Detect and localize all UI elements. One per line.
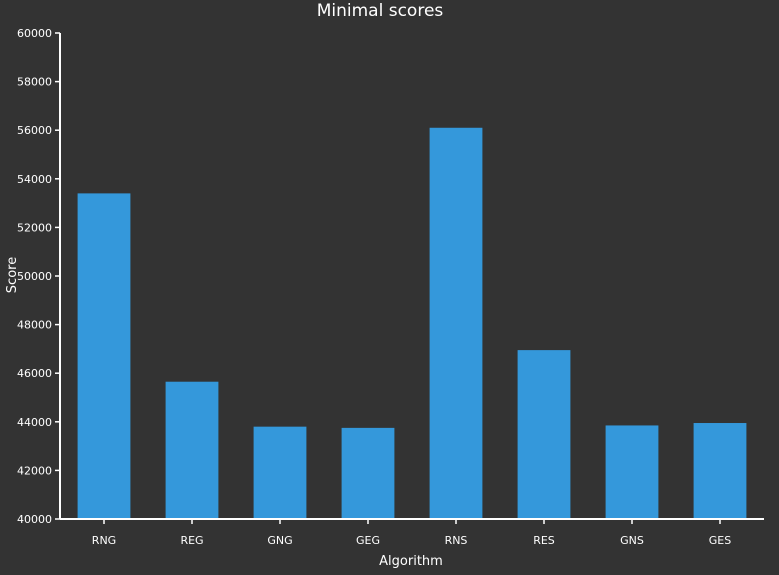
bar-ges — [693, 423, 747, 519]
x-tick-label: GEG — [356, 534, 380, 547]
bar-gng — [253, 426, 307, 519]
x-tick-label: RES — [533, 534, 555, 547]
bar-rng — [77, 193, 131, 519]
y-tick-label: 56000 — [17, 124, 52, 137]
bar-rns — [429, 127, 483, 520]
bar-gns — [605, 425, 659, 519]
bar-geg — [341, 427, 395, 519]
y-tick-label: 40000 — [17, 513, 52, 526]
chart-title: Minimal scores — [317, 1, 444, 21]
x-tick-label: GNG — [267, 534, 292, 547]
bar-reg — [165, 381, 219, 519]
y-tick-label: 48000 — [17, 319, 52, 332]
x-tick-label: REG — [180, 534, 203, 547]
y-tick-label: 58000 — [17, 76, 52, 89]
bar-res — [517, 350, 571, 519]
x-axis-ticks: RNG REG GNG GEG RNS RES GNS GES — [92, 519, 731, 547]
bars — [77, 127, 747, 520]
y-tick-label: 42000 — [17, 464, 52, 477]
y-tick-label: 60000 — [17, 27, 52, 40]
y-axis-ticks: 40000 42000 44000 46000 48000 50000 52000 54000… — [17, 27, 60, 526]
y-tick-label: 54000 — [17, 173, 52, 186]
y-axis-label: Score — [5, 257, 20, 293]
y-tick-label: 52000 — [17, 221, 52, 234]
x-tick-label: GES — [709, 534, 731, 547]
x-axis-label: Algorithm — [379, 554, 443, 569]
y-tick-label: 50000 — [17, 270, 52, 283]
x-tick-label: RNS — [445, 534, 468, 547]
y-tick-label: 44000 — [17, 416, 52, 429]
x-tick-label: RNG — [92, 534, 116, 547]
x-tick-label: GNS — [620, 534, 644, 547]
y-tick-label: 46000 — [17, 367, 52, 380]
